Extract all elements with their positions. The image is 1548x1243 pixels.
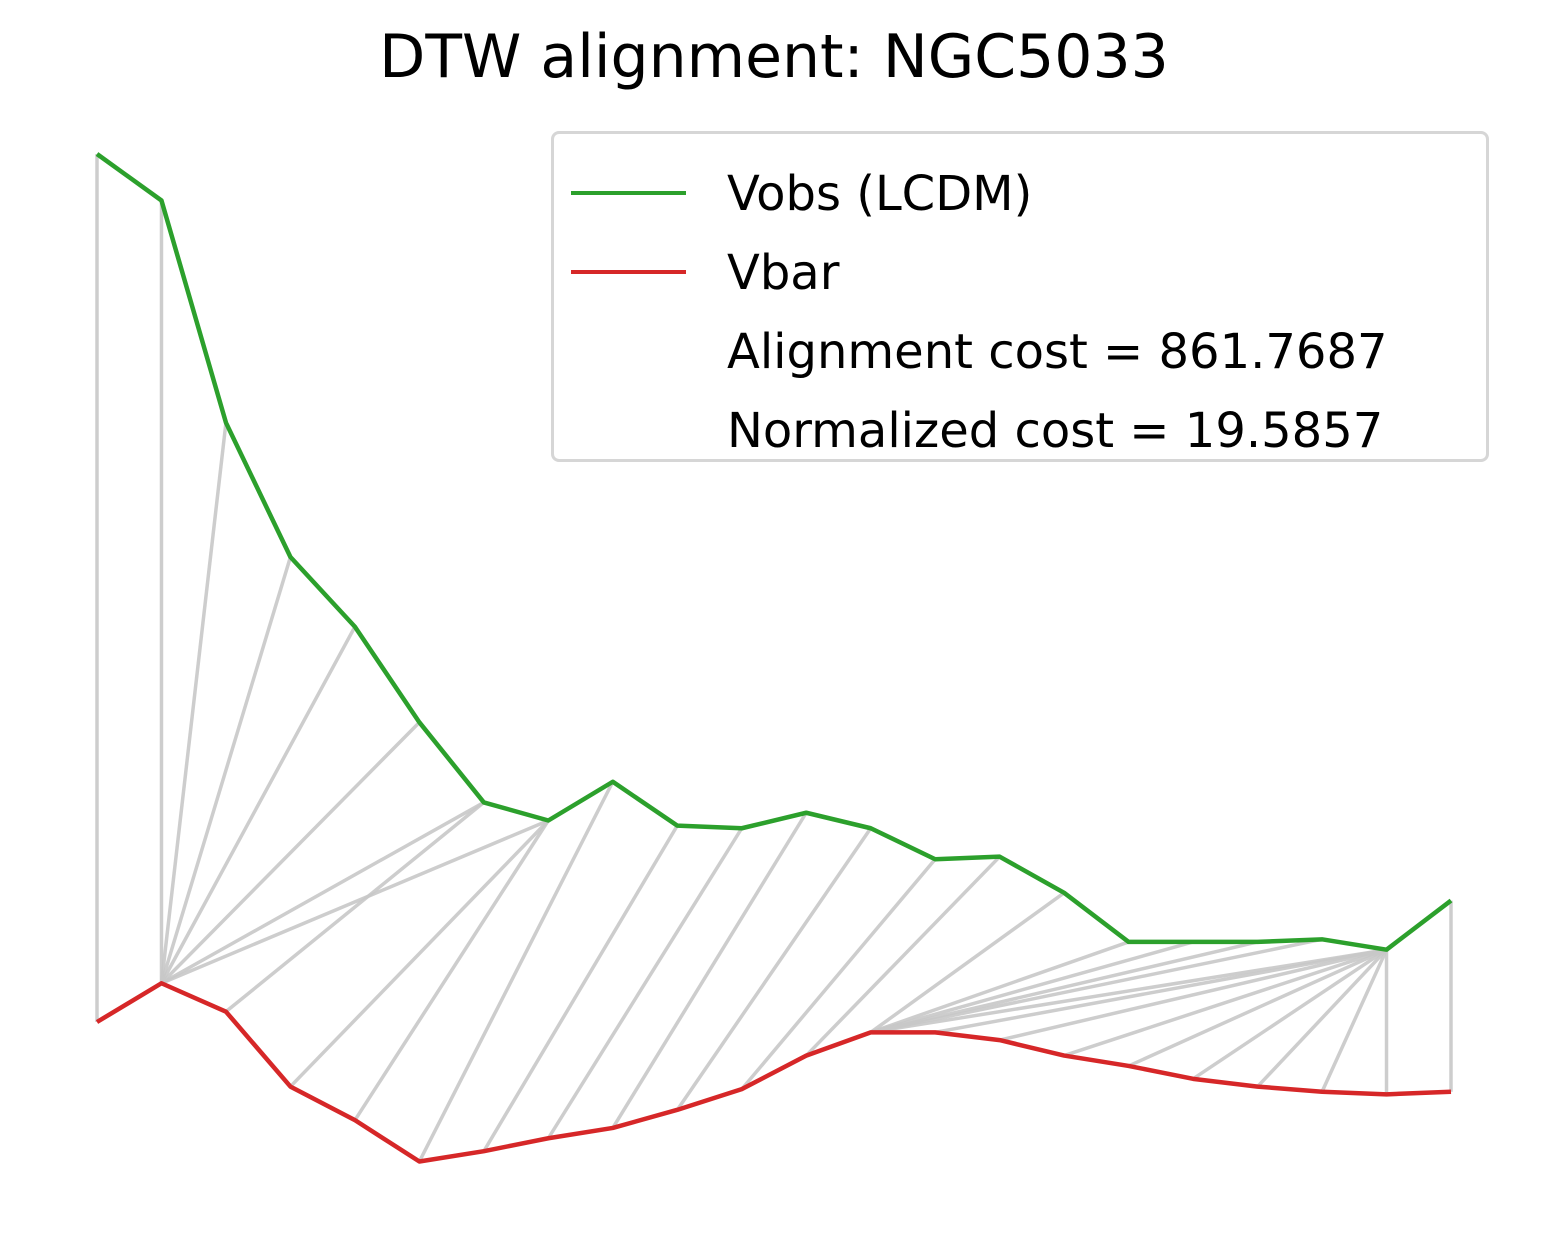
legend-alignment-cost: Alignment cost = 861.7687 bbox=[727, 324, 1388, 380]
alignment-line-7 bbox=[160, 818, 550, 985]
legend-normalized-cost: Normalized cost = 19.5857 bbox=[727, 403, 1384, 459]
legend-item-vbar: Vbar bbox=[554, 229, 1486, 301]
alignment-line-20 bbox=[870, 940, 1194, 1035]
alignment-line-30 bbox=[1320, 948, 1389, 1093]
legend-swatch-vbar bbox=[571, 270, 686, 274]
alignment-line-25 bbox=[999, 947, 1387, 1042]
alignment-line-3 bbox=[159, 556, 293, 984]
alignment-line-14 bbox=[611, 811, 808, 1129]
series-line-vbar bbox=[95, 981, 1452, 1164]
alignment-line-13 bbox=[546, 827, 744, 1140]
legend-item-vobs: Vobs (LCDM) bbox=[554, 150, 1486, 222]
alignment-line-2 bbox=[159, 422, 228, 984]
alignment-line-4 bbox=[159, 625, 357, 985]
alignment-line-17 bbox=[804, 855, 1001, 1057]
series-line-vobs bbox=[95, 152, 1453, 952]
alignment-line-10 bbox=[353, 819, 550, 1122]
alignment-line-24 bbox=[934, 947, 1387, 1035]
legend-item-normalized-cost: Normalized cost = 19.5857 bbox=[554, 387, 1486, 459]
alignment-line-5 bbox=[160, 721, 421, 985]
legend-swatch-vobs bbox=[571, 191, 686, 195]
alignment-line-18 bbox=[869, 891, 1066, 1034]
chart-title: DTW alignment: NGC5033 bbox=[379, 22, 1169, 92]
legend-item-cost: Alignment cost = 861.7687 bbox=[554, 308, 1486, 380]
alignment-line-9 bbox=[289, 819, 550, 1088]
alignment-line-27 bbox=[1127, 948, 1388, 1068]
alignment-line-28 bbox=[1192, 948, 1388, 1081]
alignment-line-26 bbox=[1063, 948, 1388, 1058]
alignment-line-22 bbox=[870, 937, 1323, 1035]
alignment-lines bbox=[95, 154, 1453, 1163]
alignment-line-15 bbox=[675, 827, 873, 1111]
series-lines bbox=[95, 152, 1453, 1164]
alignment-line-16 bbox=[740, 858, 937, 1091]
alignment-line-19 bbox=[870, 940, 1130, 1034]
alignment-line-8 bbox=[224, 801, 485, 1014]
alignment-line-12 bbox=[482, 824, 679, 1153]
legend-label-vobs: Vobs (LCDM) bbox=[727, 166, 1033, 222]
alignment-line-29 bbox=[1256, 948, 1388, 1088]
alignment-line-11 bbox=[417, 780, 615, 1163]
legend-label-vbar: Vbar bbox=[727, 245, 840, 301]
alignment-line-6 bbox=[160, 800, 485, 985]
alignment-line-23 bbox=[870, 947, 1387, 1035]
legend: Vobs (LCDM) Vbar Alignment cost = 861.76… bbox=[551, 131, 1489, 462]
